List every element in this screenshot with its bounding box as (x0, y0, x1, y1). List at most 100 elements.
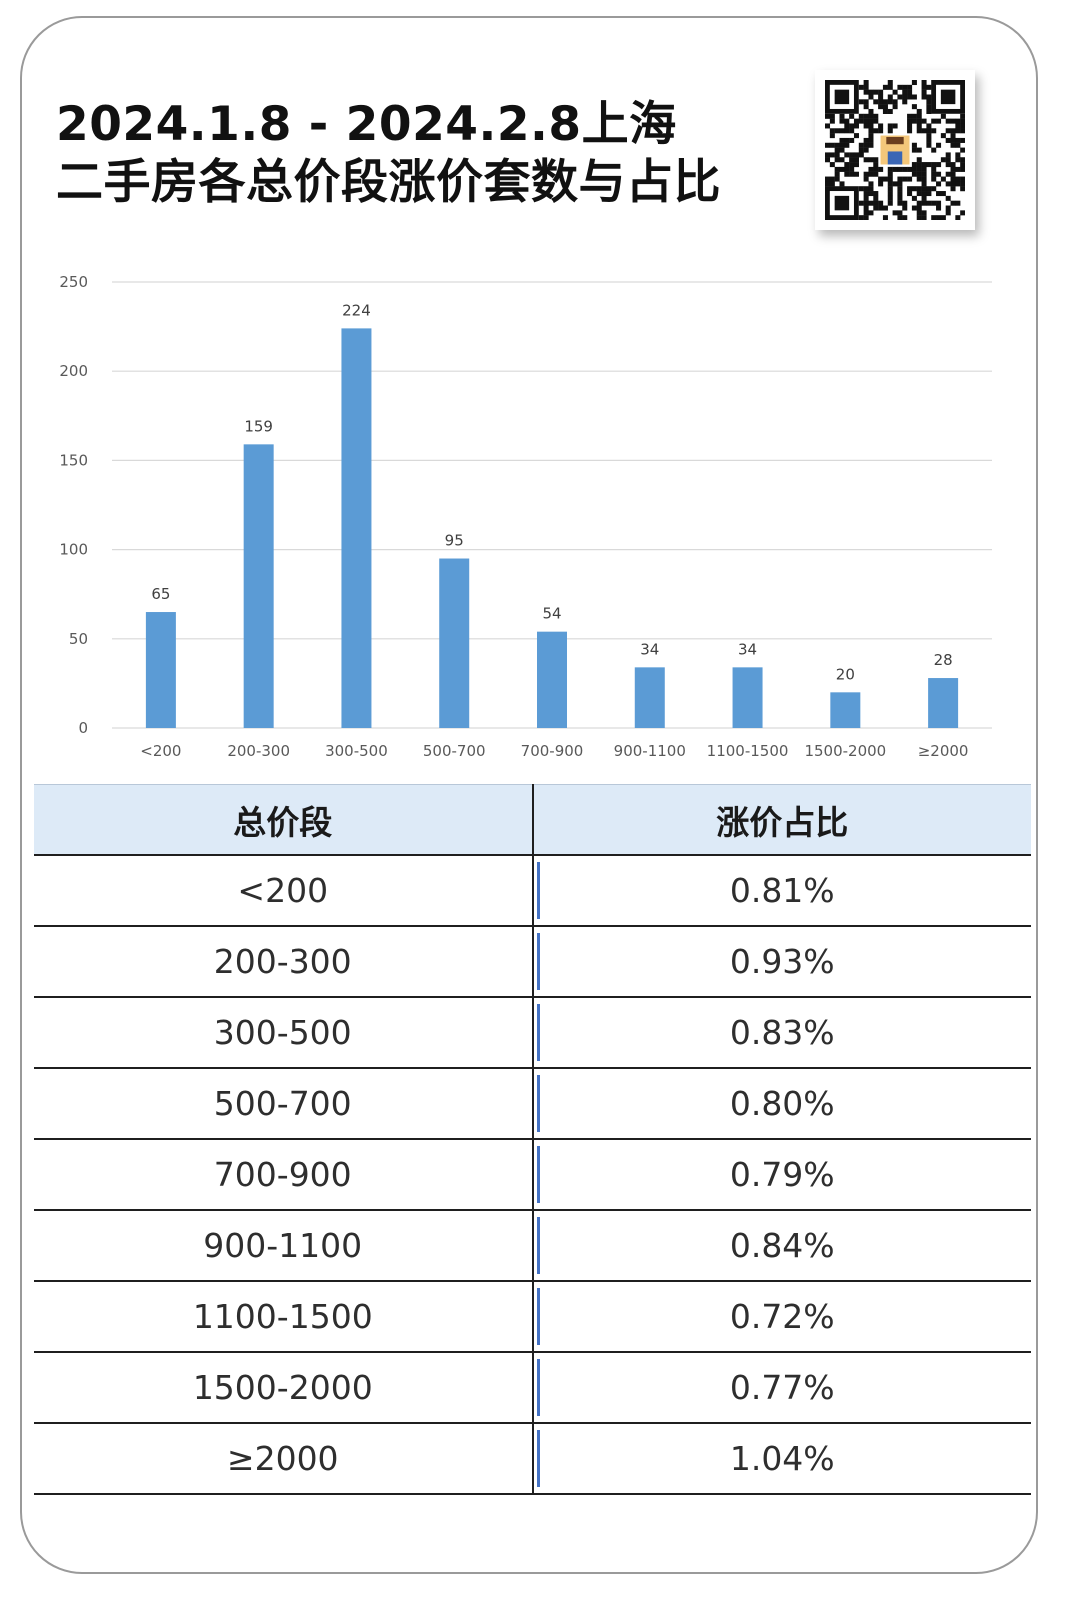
qr-module (921, 176, 927, 182)
qr-module (873, 200, 879, 206)
qr-module (945, 118, 951, 124)
qr-module (887, 176, 893, 182)
cell-price-band: ≥2000 (34, 1423, 534, 1495)
qr-module (863, 186, 869, 192)
qr-finder-core (940, 89, 956, 105)
data-label: 65 (151, 585, 170, 603)
qr-module (936, 200, 942, 206)
qr-module (926, 162, 932, 168)
qr-module (921, 118, 927, 124)
qr-module (921, 80, 927, 86)
qr-module (887, 166, 893, 172)
qr-module (878, 205, 884, 211)
table-row: 500-700 0.80% (34, 1068, 1031, 1140)
qr-module (829, 152, 835, 158)
qr-module (844, 166, 850, 172)
qr-module (873, 205, 879, 211)
qr-module (955, 137, 961, 143)
qr-module (829, 181, 835, 187)
qr-module (892, 166, 898, 172)
qr-module (844, 162, 850, 168)
qr-module (868, 181, 874, 187)
qr-module (853, 157, 859, 163)
qr-module (940, 157, 946, 163)
qr-module (853, 123, 859, 129)
bar (439, 558, 470, 728)
qr-module (829, 113, 835, 119)
qr-module (940, 215, 946, 220)
qr-module (940, 191, 946, 197)
y-tick-label: 50 (69, 630, 88, 648)
qr-module (863, 142, 869, 148)
bar (341, 328, 372, 728)
qr-module (960, 123, 965, 129)
qr-module (844, 128, 850, 134)
qr-module (916, 186, 922, 192)
qr-module (936, 215, 942, 220)
qr-module (950, 128, 956, 134)
qr-module (916, 113, 922, 119)
qr-module (960, 162, 965, 168)
cell-price-band: 1100-1500 (34, 1281, 534, 1353)
qr-module (950, 133, 956, 139)
qr-module (902, 94, 908, 100)
cell-increase-ratio: 1.04% (532, 1423, 1031, 1495)
qr-module (849, 166, 855, 172)
qr-module (829, 142, 835, 148)
qr-module (907, 191, 913, 197)
qr-module (868, 89, 874, 95)
qr-module (849, 162, 855, 168)
qr-module (887, 186, 893, 192)
qr-module (931, 147, 937, 153)
qr-module (907, 118, 913, 124)
qr-module (873, 99, 879, 105)
table-header-row: 总价段 涨价占比 (34, 784, 1031, 856)
qr-module (882, 176, 888, 182)
qr-module (858, 186, 864, 192)
qr-module (853, 162, 859, 168)
qr-module (936, 118, 942, 124)
qr-module (844, 152, 850, 158)
qr-module (897, 210, 903, 216)
qr-module (936, 171, 942, 177)
cell-increase-ratio: 0.83% (532, 997, 1031, 1069)
qr-module (931, 176, 937, 182)
qr-module (960, 166, 965, 172)
title-line-2: 二手房各总价段涨价套数与占比 (56, 155, 721, 210)
qr-module (892, 181, 898, 187)
qr-module (916, 162, 922, 168)
qr-module (950, 186, 956, 192)
qr-module (911, 147, 917, 153)
qr-module (902, 99, 908, 105)
qr-module (916, 118, 922, 124)
qr-module (829, 176, 835, 182)
qr-module (839, 147, 845, 153)
qr-module (878, 181, 884, 187)
chart-data-labels: 65 159 224 95 54 34 34 20 28 (151, 301, 952, 683)
qr-module (825, 142, 831, 148)
qr-module (825, 113, 831, 119)
x-tick-label: 1500-2000 (804, 742, 886, 760)
qr-module (858, 113, 864, 119)
qr-module (834, 142, 840, 148)
qr-module (950, 137, 956, 143)
qr-module (907, 166, 913, 172)
qr-module (926, 108, 932, 114)
qr-module (887, 128, 893, 134)
qr-module (863, 89, 869, 95)
x-tick-label: ≥2000 (918, 742, 969, 760)
qr-module (916, 128, 922, 134)
cell-increase-ratio: 0.77% (532, 1352, 1031, 1424)
qr-module (916, 191, 922, 197)
qr-module (926, 133, 932, 139)
qr-module (849, 123, 855, 129)
qr-module (858, 215, 864, 220)
qr-module (863, 205, 869, 211)
qr-module (839, 157, 845, 163)
qr-module (926, 99, 932, 105)
qr-module (897, 84, 903, 90)
qr-module (868, 166, 874, 172)
x-tick-label: 700-900 (521, 742, 584, 760)
qr-module (878, 99, 884, 105)
data-label: 20 (836, 665, 855, 683)
